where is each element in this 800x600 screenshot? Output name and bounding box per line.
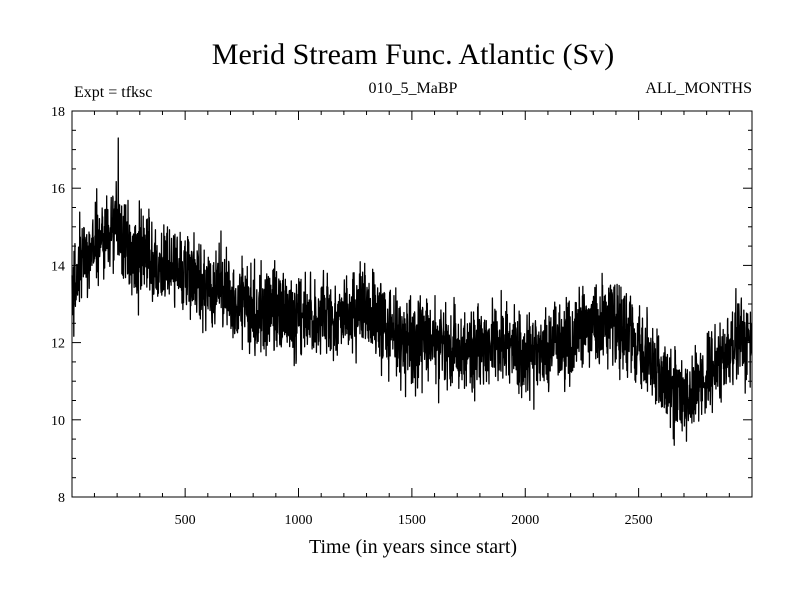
series-line <box>71 137 753 446</box>
y-tick-label: 16 <box>51 182 65 197</box>
y-tick-label: 18 <box>51 105 65 120</box>
x-tick-label: 1500 <box>398 513 426 528</box>
chart-title: Merid Stream Func. Atlantic (Sv) <box>212 38 614 71</box>
y-tick-label: 12 <box>51 337 65 352</box>
x-tick-label: 2000 <box>511 513 539 528</box>
subtitle-center: 010_5_MaBP <box>369 80 458 97</box>
y-tick-label: 8 <box>58 491 65 506</box>
x-tick-label: 2500 <box>625 513 653 528</box>
plot-area <box>71 137 753 446</box>
subtitle-left: Expt = tfksc <box>74 84 152 101</box>
x-tick-label: 1000 <box>285 513 313 528</box>
axes: 8 10 12 14 16 18 500 1000 1500 2000 2500 <box>51 105 752 528</box>
plot-frame <box>71 110 753 498</box>
y-tick-label: 14 <box>51 259 65 274</box>
x-axis-label: Time (in years since start) <box>309 536 517 558</box>
x-tick-label: 500 <box>175 513 196 528</box>
subtitle-right: ALL_MONTHS <box>645 80 752 97</box>
y-tick-label: 10 <box>51 414 65 429</box>
